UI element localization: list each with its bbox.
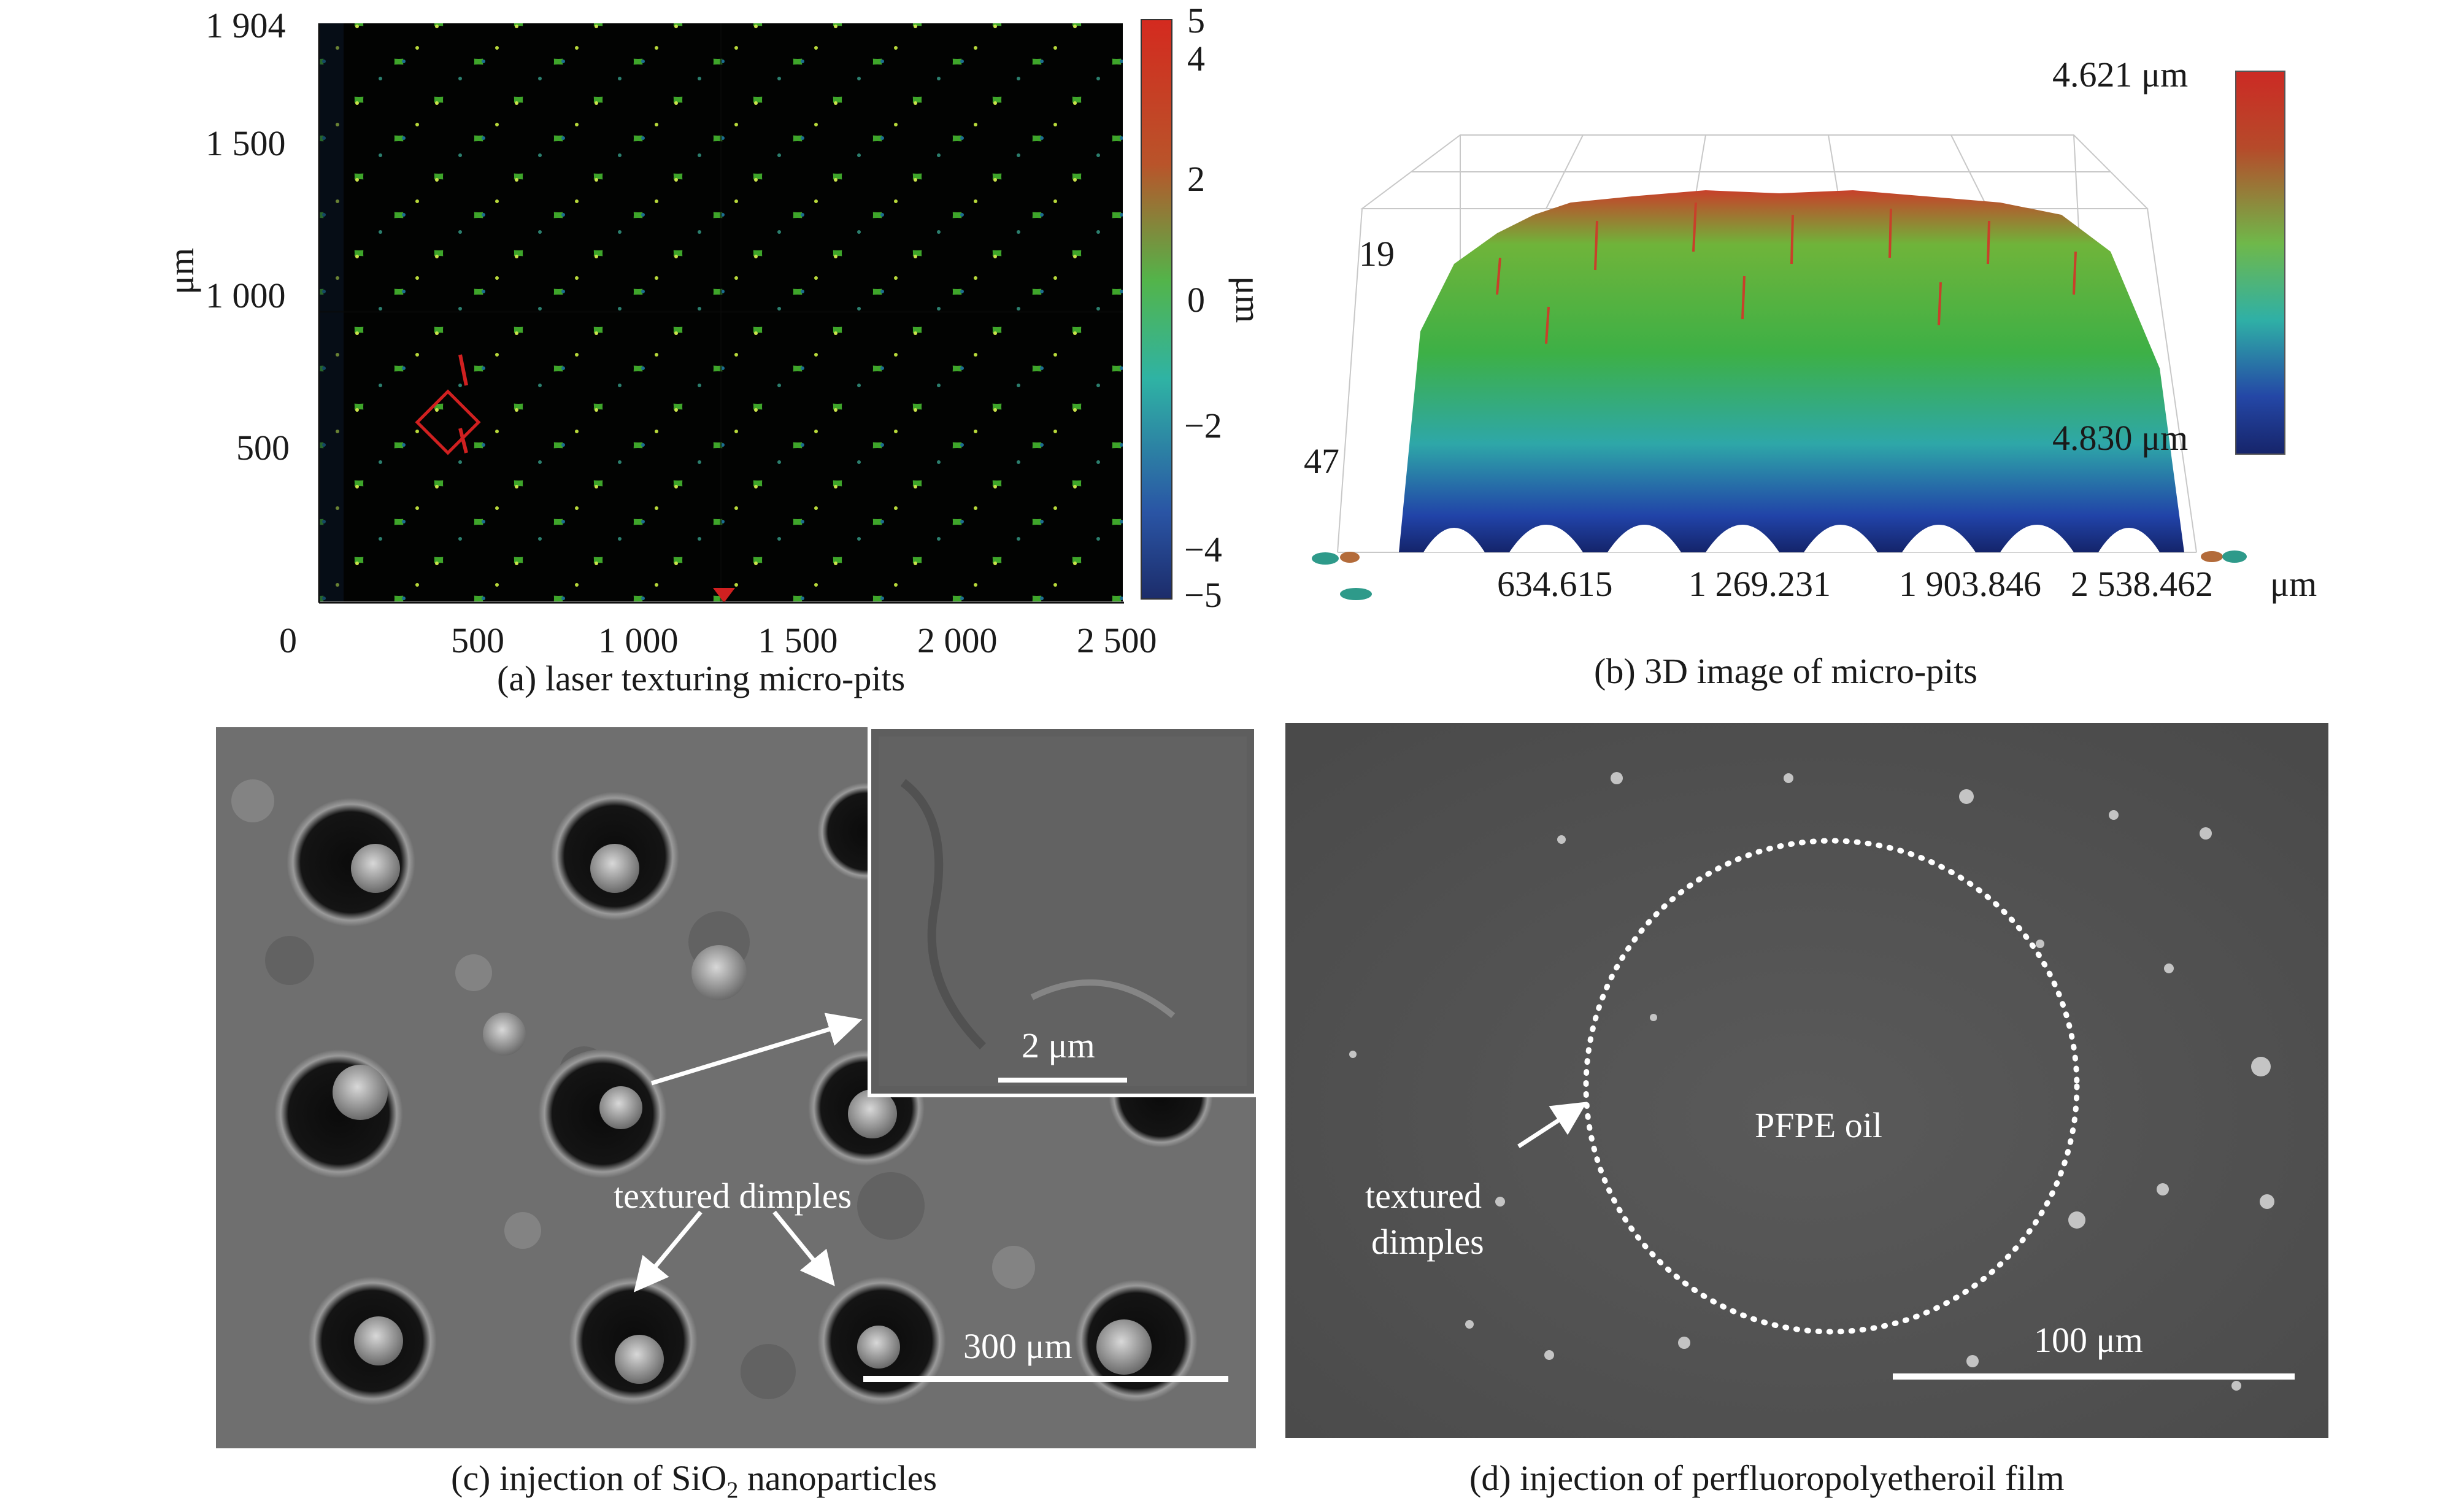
panel-a-colorbar	[1141, 19, 1172, 600]
panel-a-y-tick-1904: 1 904	[206, 6, 286, 45]
panel-a-cbar-tick-neg4: −4	[1184, 530, 1222, 570]
panel-a-cbar-tick-0: 0	[1187, 280, 1205, 320]
panel-d-scale-label: 100 μm	[2034, 1320, 2143, 1360]
panel-c-dimples-label: textured dimples	[614, 1176, 852, 1216]
panel-a-x-marker	[713, 588, 735, 603]
panel-d-dimples-label-line1: textured	[1365, 1176, 1482, 1216]
panel-d-dimples-label-line2: dimples	[1371, 1222, 1484, 1262]
panel-b-x-tick-4: 2 538.462	[2071, 564, 2213, 604]
panel-b-caption: (b) 3D image of micro-pits	[1594, 651, 1977, 691]
panel-a-y-tick-1500: 1 500	[206, 123, 286, 163]
panel-a-heatmap	[319, 23, 1123, 601]
panel-b-cbar-min: 4.830 μm	[2052, 418, 2189, 458]
panel-b-cbar-max: 4.621 μm	[2052, 55, 2189, 95]
panel-b-x-tick-1: 634.615	[1497, 564, 1613, 604]
panel-c-scale-label: 300 μm	[963, 1326, 1072, 1366]
panel-b-x-tick-2: 1 269.231	[1688, 564, 1831, 604]
panel-a-caption: (a) laser texturing micro-pits	[497, 658, 906, 698]
panel-b-x-tick-3: 1 903.846	[1899, 564, 2041, 604]
panel-c-arrows	[634, 1013, 1228, 1382]
panel-a-x-tick-2500: 2 500	[1077, 620, 1157, 660]
panel-a-cbar-tick-neg2: −2	[1184, 406, 1222, 446]
panel-a-y-tick-1000: 1 000	[206, 276, 286, 315]
panel-b-y-label-bottom: 47	[1304, 441, 1339, 481]
panel-b-3d-surface	[1337, 134, 2197, 553]
panel-b-colorbar	[2235, 71, 2285, 455]
panel-a-x-tick-1500: 1 500	[758, 620, 838, 660]
panel-b-axis-gizmo-left	[1312, 552, 1372, 600]
panel-c-inset-scale-label: 2 μm	[1022, 1025, 1095, 1065]
panel-b-axis-gizmo-right	[2201, 550, 2247, 563]
panel-a-x-tick-2000: 2 000	[917, 620, 998, 660]
panel-a-y-tick-500: 500	[236, 428, 290, 468]
panel-a-x-tick-1000: 1 000	[598, 620, 679, 660]
panel-a-cbar-tick-4: 4	[1187, 39, 1205, 79]
panel-c-sem-image	[216, 727, 1256, 1448]
panel-a-cbar-tick-neg5: −5	[1184, 575, 1222, 615]
panel-b-y-label-top: 19	[1359, 234, 1395, 274]
panel-d-oil-label: PFPE oil	[1755, 1105, 1882, 1145]
panel-d-sem-image	[1285, 723, 2328, 1438]
panel-a-cbar-tick-2: 2	[1187, 159, 1205, 199]
panel-b-x-unit: μm	[2270, 564, 2317, 604]
panel-c-caption: (c) injection of SiO2 nanoparticles	[451, 1458, 937, 1504]
panel-a-cbar-unit: μm	[1228, 276, 1268, 323]
panel-d-caption: (d) injection of perfluoropolyetheroil f…	[1469, 1458, 2065, 1498]
panel-a-y-unit: μm	[161, 247, 201, 295]
panel-a-x-tick-500: 500	[451, 620, 504, 660]
panel-a-axes	[318, 23, 1124, 604]
panel-a-x-tick-0: 0	[279, 620, 297, 660]
panel-a-cbar-tick-5: 5	[1187, 1, 1205, 41]
